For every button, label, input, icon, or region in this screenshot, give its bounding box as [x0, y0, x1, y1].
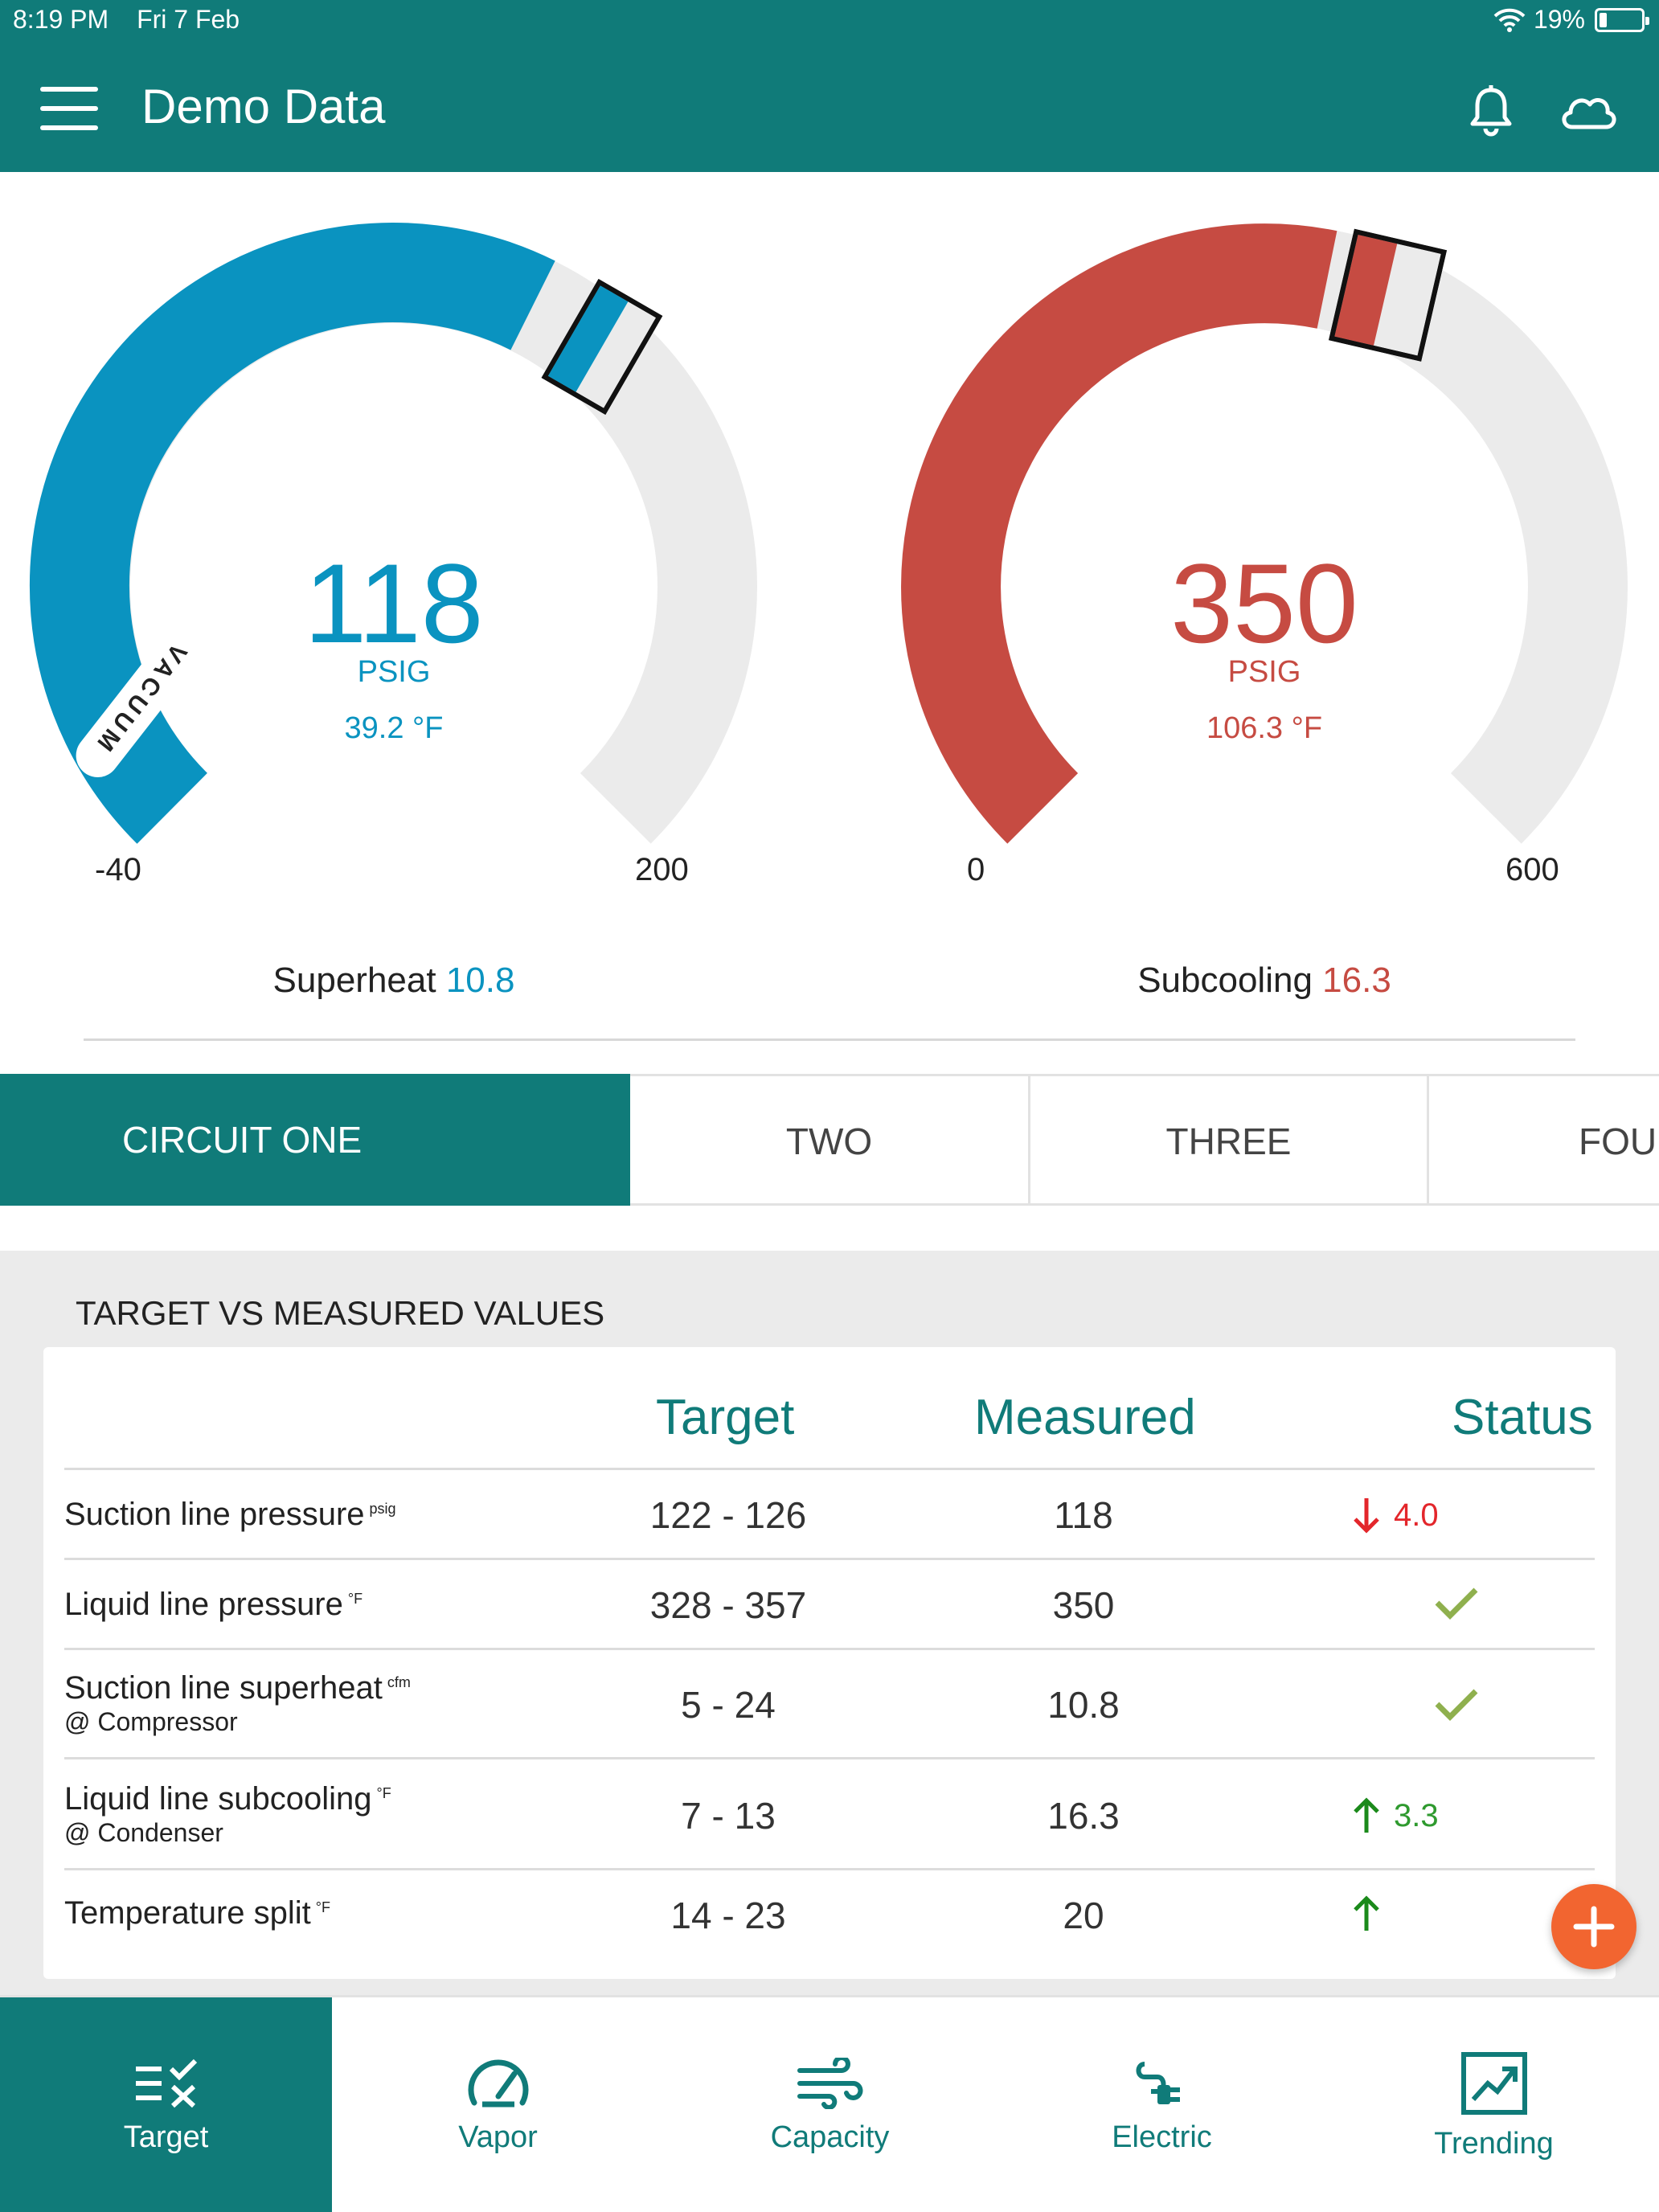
row-target: 328 - 357 [649, 1584, 807, 1626]
row-target: 5 - 24 [681, 1684, 776, 1726]
superheat-label: Superheat [272, 961, 436, 1000]
checkmark-icon [1435, 1689, 1478, 1721]
row-measured: 350 [1052, 1584, 1115, 1626]
tab-three[interactable]: THREE [1030, 1074, 1429, 1206]
tab-two[interactable]: TWO [630, 1074, 1030, 1206]
nav-label: Capacity [770, 2120, 890, 2154]
liquid-gauge-arc [901, 223, 1628, 844]
trending-chart-icon [1460, 2051, 1527, 2115]
row-measured: 118 [1054, 1494, 1113, 1536]
subcooling-readout: Subcooling 16.3 [862, 961, 1659, 1001]
nav-vapor[interactable]: Vapor [332, 1997, 664, 2212]
arrow-down-icon [1354, 1498, 1379, 1534]
table-divider [64, 1648, 1595, 1650]
status-time: 8:19 PM [13, 5, 109, 34]
gauge-max-label: 600 [1505, 852, 1559, 887]
row-label: Suction line pressure psig [64, 1497, 396, 1532]
target-list-icon [135, 2058, 197, 2108]
row-target: 122 - 126 [649, 1494, 807, 1536]
wifi-icon [1493, 8, 1526, 32]
row-label: Temperature split °F [64, 1895, 330, 1931]
column-header-measured: Measured [974, 1390, 1196, 1445]
results-card [43, 1347, 1616, 1979]
bell-icon[interactable] [1463, 82, 1519, 138]
nav-target[interactable]: Target [0, 1997, 332, 2212]
subcooling-label: Subcooling [1137, 961, 1313, 1000]
superheat-value: 10.8 [445, 961, 515, 1000]
table-divider [64, 1558, 1595, 1560]
row-measured: 16.3 [1047, 1795, 1120, 1837]
row-label: Suction line superheat cfm [64, 1670, 411, 1706]
app-header: 8:19 PM Fri 7 Feb 19% Demo Data [0, 0, 1659, 172]
row-label: Liquid line pressure °F [64, 1587, 363, 1622]
nav-label: Electric [1112, 2120, 1212, 2154]
page-title: Demo Data [141, 80, 386, 133]
status-date: Fri 7 Feb [137, 5, 240, 34]
gauge-min-label: -40 [95, 852, 141, 887]
checkmark-icon [1435, 1587, 1478, 1620]
row-status: 4.0 [1350, 1495, 1439, 1535]
bottom-navigation: Target Vapor Capacity Electric [0, 1995, 1659, 2212]
nav-label: Target [123, 2120, 209, 2154]
nav-trending[interactable]: Trending [1328, 1997, 1659, 2212]
row-status [1434, 1686, 1479, 1722]
row-sublabel: @ Condenser [64, 1818, 223, 1847]
row-sublabel: @ Compressor [64, 1707, 238, 1736]
table-divider [64, 1757, 1595, 1759]
wind-icon [797, 2057, 862, 2109]
column-header-status: Status [1452, 1390, 1593, 1445]
plus-icon [1573, 1906, 1615, 1948]
row-label: Liquid line subcooling °F [64, 1781, 391, 1817]
cloud-icon[interactable] [1556, 82, 1620, 138]
divider [84, 1038, 1575, 1041]
liquid-pressure-value: 350 [1170, 540, 1358, 666]
battery-percent: 19% [1533, 5, 1585, 34]
subcooling-value: 16.3 [1322, 961, 1391, 1000]
row-status [1350, 1894, 1382, 1934]
nav-label: Vapor [458, 2120, 538, 2154]
liquid-temperature: 106.3 °F [1206, 711, 1323, 745]
row-measured: 20 [1063, 1895, 1104, 1936]
row-target: 7 - 13 [681, 1795, 776, 1837]
tab-four[interactable]: FOUR [1429, 1074, 1659, 1206]
row-status [1434, 1585, 1479, 1620]
add-button[interactable] [1551, 1884, 1636, 1969]
row-measured: 10.8 [1047, 1684, 1120, 1726]
nav-electric[interactable]: Electric [996, 1997, 1328, 2212]
table-divider [64, 1468, 1595, 1470]
nav-label: Trending [1434, 2126, 1554, 2161]
arrow-up-icon [1354, 1797, 1379, 1833]
section-title: TARGET VS MEASURED VALUES [76, 1294, 605, 1332]
menu-icon[interactable] [40, 87, 98, 130]
suction-temperature: 39.2 °F [344, 711, 444, 745]
suction-pressure-gauge: VACUUM 118 PSIG 39.2 °F -40 200 Superhea… [0, 217, 796, 1000]
status-bar-left: 8:19 PM Fri 7 Feb [13, 5, 260, 35]
row-status: 3.3 [1350, 1796, 1439, 1836]
circuit-tabs: CIRCUIT ONE TWO THREE FOUR [0, 1074, 1659, 1206]
row-target: 14 - 23 [670, 1895, 786, 1936]
column-header-target: Target [656, 1390, 795, 1445]
liquid-pressure-unit: PSIG [1227, 655, 1301, 689]
gauge-min-label: 0 [967, 852, 985, 887]
tab-circuit-one[interactable]: CIRCUIT ONE [0, 1074, 630, 1206]
gauge-max-label: 200 [635, 852, 689, 887]
suction-pressure-value: 118 [304, 540, 484, 666]
superheat-readout: Superheat 10.8 [0, 961, 796, 1001]
table-divider [64, 1868, 1595, 1870]
gauge-icon [468, 2059, 528, 2107]
suction-pressure-unit: PSIG [357, 655, 431, 689]
suction-gauge-arc: VACUUM [29, 223, 757, 844]
arrow-up-icon [1354, 1895, 1379, 1931]
battery-icon [1595, 7, 1649, 32]
plug-icon [1136, 2061, 1180, 2104]
liquid-pressure-gauge: 350 PSIG 106.3 °F 0 600 Subcooling 16.3 [862, 217, 1659, 1000]
status-bar-right: 19% [1493, 5, 1649, 35]
nav-capacity[interactable]: Capacity [664, 1997, 996, 2212]
